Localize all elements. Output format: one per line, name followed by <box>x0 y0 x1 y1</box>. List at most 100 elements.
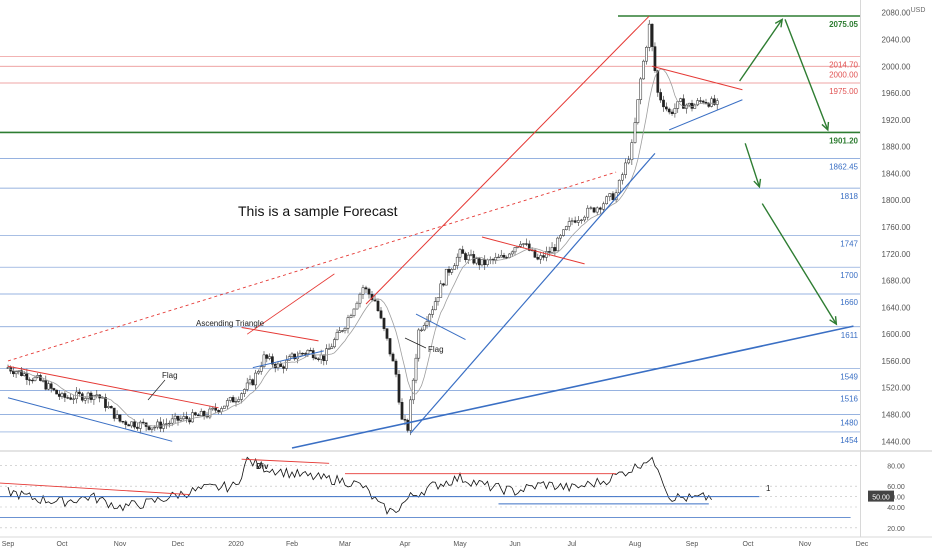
currency-label: USD <box>911 7 926 14</box>
candle-body <box>358 293 362 304</box>
candle-body <box>466 254 470 261</box>
candle-body <box>382 317 386 329</box>
candle-body <box>400 402 404 420</box>
rsi-trend-line <box>0 482 190 495</box>
candle-body <box>630 142 634 161</box>
candle-body <box>153 426 157 429</box>
price-tick-label: 1920.00 <box>882 116 911 125</box>
candle-body <box>414 357 418 381</box>
level-label: 1901.20 <box>829 136 858 145</box>
candle-body <box>477 258 481 266</box>
time-tick-label: May <box>453 541 467 548</box>
forecast-arrow-down-1-head <box>821 121 830 132</box>
forecast-arrow-down-3-head <box>829 316 838 326</box>
candle-body <box>165 423 168 425</box>
flag-pointer-1 <box>147 379 166 401</box>
rsi-value-badge <box>868 490 894 502</box>
candle-body <box>659 92 662 101</box>
candle-body <box>636 99 640 123</box>
downtrend-resistance-line <box>7 365 219 409</box>
candle-body <box>645 47 648 62</box>
candle-body <box>240 393 243 400</box>
candle-body <box>547 251 551 253</box>
candle-body <box>510 251 514 255</box>
candle-body <box>95 394 99 396</box>
price-tick-label: 1680.00 <box>882 277 911 286</box>
candle-body <box>86 392 90 399</box>
candle-body <box>656 70 660 93</box>
candle-body <box>25 373 29 380</box>
level-label: 1549 <box>840 372 858 381</box>
candle-body <box>586 207 590 218</box>
candle-body <box>687 102 691 106</box>
candle-body <box>385 328 389 339</box>
candle-body <box>519 243 523 247</box>
candle-body <box>167 422 171 425</box>
candle-body <box>553 247 557 252</box>
candle-body <box>248 379 252 384</box>
candle-body <box>486 259 489 265</box>
price-tick-label: 1720.00 <box>882 250 911 259</box>
candle-body <box>78 391 81 395</box>
candle-body <box>306 349 310 355</box>
candle-body <box>251 379 255 386</box>
candle-body <box>361 287 365 295</box>
candle-body <box>208 408 212 418</box>
candle-body <box>141 421 145 424</box>
candle-body <box>450 269 454 273</box>
candle-body <box>335 332 339 340</box>
time-tick-label: Oct <box>57 541 68 548</box>
candle-body <box>83 397 87 401</box>
price-tick-label: 1640.00 <box>882 303 911 312</box>
price-tick-label: 1960.00 <box>882 89 911 98</box>
candle-body <box>268 356 271 359</box>
candle-body <box>525 243 528 245</box>
candle-body <box>319 354 323 360</box>
time-tick-label: Feb <box>286 541 298 548</box>
candle-body <box>542 255 545 258</box>
level-label: 1454 <box>840 436 858 445</box>
time-tick-label: 2020 <box>228 541 244 548</box>
candle-body <box>696 100 699 106</box>
moving-average-line <box>7 68 718 427</box>
candle-body <box>533 249 537 258</box>
candle-body <box>199 411 203 417</box>
price-tick-label: 1800.00 <box>882 196 911 205</box>
flag-resistance-line <box>481 236 585 265</box>
candle-body <box>196 414 200 417</box>
rsi-tick-label: 40.00 <box>887 505 905 512</box>
dashed-resistance-line <box>7 171 617 362</box>
candle-body <box>271 356 274 365</box>
candle-body <box>60 393 64 397</box>
candle-body <box>349 315 353 318</box>
rsi-line <box>7 456 712 515</box>
candle-body <box>682 98 685 109</box>
triangle-upper-line <box>246 273 335 335</box>
candle-body <box>159 421 162 429</box>
price-tick-label: 1560.00 <box>882 357 911 366</box>
candle-body <box>397 374 401 403</box>
flag-label: Flag <box>162 371 178 380</box>
candle-body <box>41 380 45 382</box>
candle-body <box>173 415 177 420</box>
uptrend-support-line <box>410 152 656 434</box>
candle-body <box>453 265 456 270</box>
level-label: 1700 <box>840 271 858 280</box>
rsi-div-line <box>241 458 330 464</box>
candle-body <box>234 401 238 403</box>
candle-body <box>293 353 296 360</box>
candle-body <box>314 357 318 360</box>
forecast-arrow-down-2-head <box>753 178 762 189</box>
candle-body <box>556 237 560 252</box>
price-tick-label: 1480.00 <box>882 411 911 420</box>
candle-body <box>217 410 220 412</box>
candle-body <box>338 330 342 333</box>
candle-body <box>599 207 602 210</box>
time-tick-label: Oct <box>743 541 754 548</box>
rsi-tick-label: 50.00 <box>887 495 905 502</box>
candle-body <box>57 393 61 397</box>
candle-body <box>461 249 465 254</box>
candle-body <box>257 371 260 374</box>
candle-body <box>121 421 125 423</box>
